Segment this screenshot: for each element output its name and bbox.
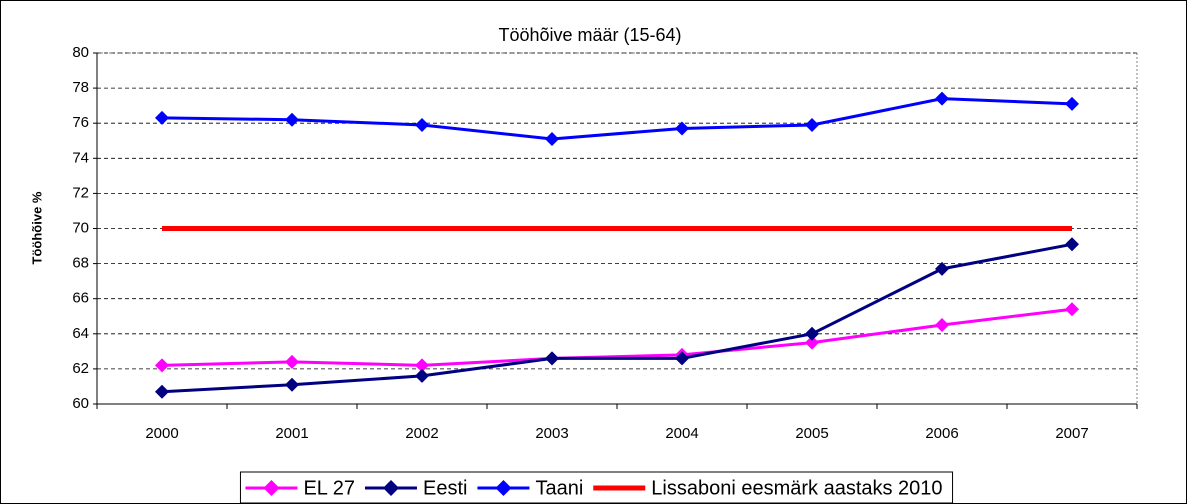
x-tick-label: 2006 [925,425,958,442]
data-point [935,318,949,333]
y-tick-label: 76 [72,114,89,131]
x-tick-label: 2004 [665,425,698,442]
data-point [285,377,299,392]
data-point [675,351,689,366]
x-tick-label: 2005 [795,425,828,442]
x-tick-label: 2002 [405,425,438,442]
series-line [161,307,1073,367]
data-point [415,117,429,132]
y-tick-label: 74 [72,149,89,166]
x-tick-label: 2000 [145,425,178,442]
data-point [545,131,559,146]
data-point [155,358,169,373]
data-point [805,117,819,132]
y-tick-label: 78 [72,79,89,96]
legend-marker [382,480,399,496]
data-point [935,91,949,106]
series-line [161,242,1073,394]
legend-label: Eesti [423,477,467,499]
data-point [415,368,429,383]
data-point [545,351,559,366]
legend: EL 27 Eesti Taani Lissaboni eesmärk aastaks… [239,471,954,504]
y-tick-label: 64 [72,325,89,342]
data-point [1065,96,1079,111]
data-point [935,261,949,276]
series-line [161,97,1073,141]
x-tick-label: 2003 [535,425,568,442]
data-point [1065,302,1079,317]
data-point [415,358,429,373]
y-tick-label: 68 [72,255,89,272]
data-point [285,354,299,369]
data-point [155,110,169,125]
y-tick-label: 70 [72,219,89,236]
data-point [675,121,689,136]
chart-title: Tööhõive määr (15-64) [498,25,681,45]
legend-marker [495,480,512,496]
y-tick-label: 62 [72,360,89,377]
x-tick-label: 2007 [1055,425,1088,442]
data-point [1065,237,1079,252]
legend-label: EL 27 [303,477,355,499]
data-point [805,335,819,350]
data-point [805,326,819,341]
data-point [285,112,299,127]
x-tick-label: 2001 [275,425,308,442]
legend-marker [263,480,280,496]
legend-label: Taani [535,477,583,499]
y-tick-label: 80 [72,44,89,61]
y-axis-label: Tööhõive % [29,191,44,264]
data-point [155,384,169,399]
legend-label: Lissaboni eesmärk aastaks 2010 [651,477,942,499]
y-tick-label: 72 [72,184,89,201]
y-tick-label: 66 [72,290,89,307]
y-tick-label: 60 [72,395,89,412]
